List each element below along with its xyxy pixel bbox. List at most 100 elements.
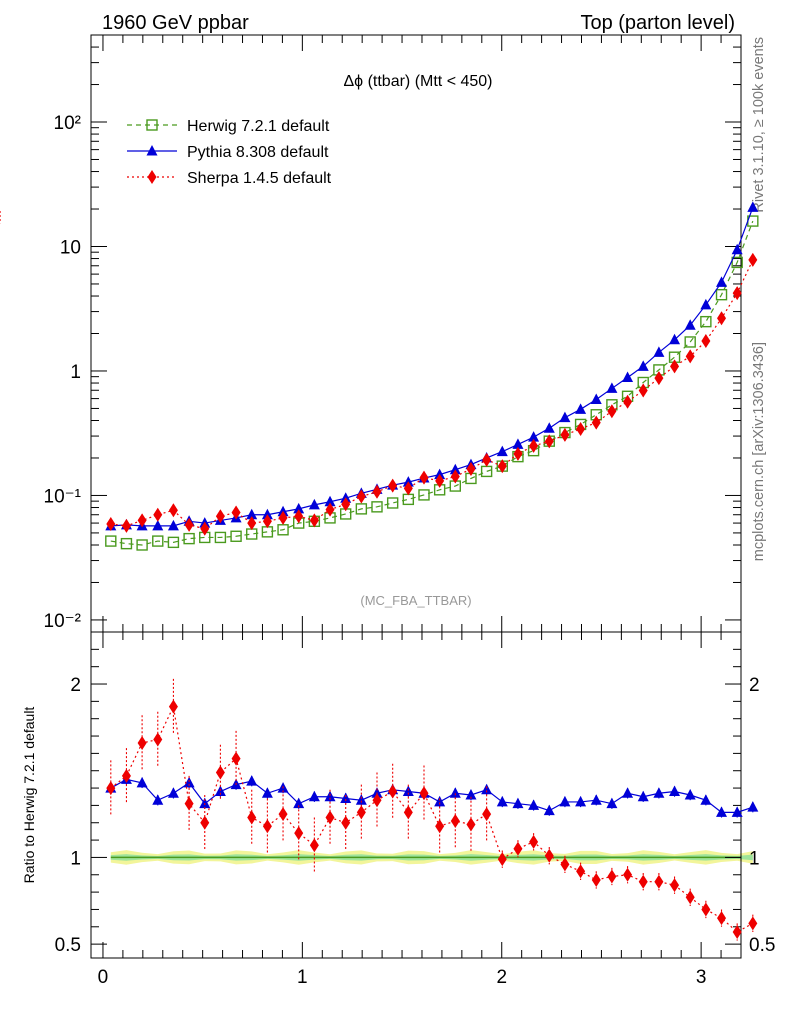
ratio-point-sherpa: [560, 857, 570, 872]
plot-title: Δϕ (ttbar) (Mtt < 450): [343, 73, 492, 90]
ratio-point-sherpa: [200, 815, 210, 830]
data-point-pythia: [246, 508, 258, 520]
main-y-tick-label: 1: [70, 362, 81, 383]
data-point-sherpa: [372, 484, 382, 499]
ratio-point-sherpa: [356, 805, 366, 820]
ratio-point-sherpa: [231, 751, 241, 766]
data-point-pythia: [653, 346, 665, 357]
ratio-series-pythia: [105, 773, 759, 818]
ratio-point-pythia: [167, 787, 179, 798]
data-point-herwig: [183, 532, 195, 545]
data-point-pythia: [543, 422, 555, 433]
data-point-herwig: [136, 539, 148, 551]
data-point-pythia: [261, 508, 273, 520]
data-point-pythia: [700, 298, 712, 310]
series-line-herwig: [110, 220, 754, 546]
data-point-pythia: [575, 403, 587, 414]
ratio-point-sherpa: [137, 735, 147, 750]
data-point-pythia: [308, 498, 320, 510]
ratio-point-sherpa: [529, 834, 539, 849]
data-point-herwig: [715, 288, 728, 301]
data-point-herwig: [120, 537, 133, 550]
legend-label-pythia: Pythia 8.308 default: [187, 144, 329, 161]
ratio-line-sherpa: [110, 704, 754, 933]
data-point-herwig: [418, 489, 430, 501]
data-point-sherpa: [247, 516, 257, 531]
ratio-x-tick-label: 3: [696, 967, 707, 988]
data-point-herwig: [386, 497, 399, 509]
data-point-sherpa: [450, 469, 460, 484]
ratio-point-pythia: [465, 789, 477, 800]
ratio-point-pythia: [622, 787, 634, 798]
ratio-point-pythia: [731, 806, 743, 817]
rivet-label: Rivet 3.1.10, ≥ 100k events: [751, 37, 767, 213]
ratio-point-sherpa: [262, 819, 272, 834]
header-left: 1960 GeV ppbar: [102, 12, 249, 34]
series-pythia: [105, 201, 759, 531]
data-point-sherpa: [466, 462, 476, 477]
main-y-tick-label: 10²: [54, 113, 81, 134]
ratio-point-sherpa: [623, 867, 633, 882]
data-point-sherpa: [607, 404, 617, 419]
data-point-pythia: [559, 411, 571, 423]
legend-label-sherpa: Sherpa 1.4.5 default: [187, 170, 332, 187]
ratio-x-tick-label: 1: [297, 967, 308, 988]
ratio-point-pythia: [669, 785, 681, 797]
ratio-point-sherpa: [106, 781, 116, 796]
ratio-point-pythia: [308, 790, 320, 802]
data-point-sherpa: [560, 427, 570, 442]
ratio-point-sherpa: [591, 872, 601, 887]
ratio-x-tick-label: 2: [496, 967, 507, 988]
data-point-pythia: [167, 519, 179, 531]
ratio-series-sherpa: [106, 678, 758, 941]
ratio-point-pythia: [637, 790, 649, 802]
data-point-herwig: [402, 493, 415, 506]
data-point-sherpa: [262, 514, 272, 529]
ratio-point-pythia: [152, 794, 164, 805]
ratio-point-pythia: [340, 792, 352, 803]
data-point-pythia: [293, 502, 305, 514]
data-point-herwig: [167, 536, 180, 549]
data-point-pythia: [528, 431, 540, 442]
series-line-sherpa: [110, 259, 754, 530]
data-point-pythia: [324, 495, 336, 507]
data-point-pythia: [496, 445, 508, 457]
data-point-sherpa: [544, 434, 554, 449]
data-point-sherpa: [168, 503, 178, 518]
data-point-pythia: [747, 201, 759, 212]
data-point-pythia: [716, 276, 728, 287]
data-point-sherpa: [294, 509, 304, 524]
data-point-sherpa: [654, 371, 664, 386]
ratio-point-sherpa: [732, 924, 742, 939]
data-point-pythia: [512, 438, 524, 449]
ratio-point-sherpa: [419, 786, 429, 801]
data-point-sherpa: [388, 478, 398, 493]
ratio-point-sherpa: [247, 810, 257, 825]
data-point-sherpa: [184, 517, 194, 532]
data-point-sherpa: [685, 349, 695, 364]
ratio-point-sherpa: [294, 826, 304, 841]
ratio-y-tick-label: 2: [70, 675, 81, 696]
ratio-point-sherpa: [435, 819, 445, 834]
source-label: mcplots.cern.ch [arXiv:1306.3436]: [751, 342, 767, 561]
ratio-ylabel: Ratio to Herwig 7.2.1 default: [21, 707, 37, 884]
data-point-sherpa: [341, 497, 351, 512]
data-point-sherpa: [591, 415, 601, 430]
data-point-herwig: [214, 531, 227, 544]
ratio-point-sherpa: [513, 841, 523, 856]
data-point-sherpa: [231, 505, 241, 520]
data-point-sherpa: [419, 470, 429, 485]
data-point-sherpa: [200, 521, 210, 536]
ratio-panel: 0 1 2 3 0.5 0.5 1 1 2 2: [55, 631, 775, 988]
ratio-point-sherpa: [701, 902, 711, 917]
data-point-sherpa: [121, 518, 131, 533]
main-y-tick-label: 10⁻²: [44, 611, 82, 632]
data-point-sherpa: [497, 459, 507, 474]
ratio-point-sherpa: [670, 878, 680, 893]
data-point-sherpa: [623, 394, 633, 409]
ratio-point-pythia: [575, 795, 587, 807]
ratio-point-pythia: [199, 797, 211, 809]
series-herwig: [105, 215, 759, 551]
data-point-pythia: [684, 319, 696, 330]
